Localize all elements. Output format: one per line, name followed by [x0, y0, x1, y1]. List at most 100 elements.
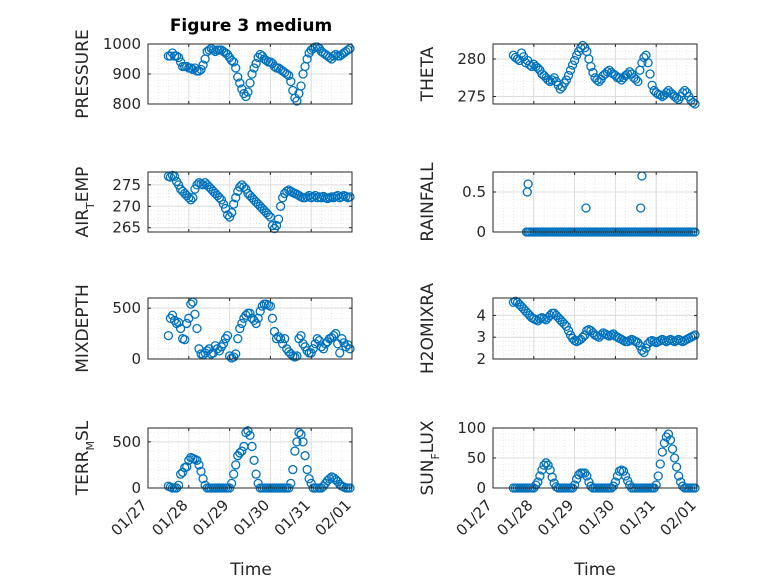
- data-point: [547, 472, 557, 482]
- data-point: [175, 469, 186, 479]
- y-tick-label: 800: [112, 95, 141, 113]
- gridlines: [147, 428, 353, 489]
- data-point: [636, 203, 646, 213]
- data-point: [300, 451, 310, 461]
- data-point: [226, 478, 237, 489]
- data-point: [190, 184, 200, 194]
- data-point: [673, 471, 684, 481]
- data-point: [255, 306, 265, 316]
- data-point: [192, 180, 202, 190]
- data-point: [245, 430, 255, 441]
- data-point: [294, 427, 304, 438]
- y-tick-label: 275: [457, 88, 486, 106]
- gridlines: [492, 172, 698, 233]
- data-point: [220, 203, 231, 214]
- data-point: [331, 328, 341, 339]
- data-point: [273, 214, 284, 224]
- data-point: [586, 61, 596, 72]
- data-point: [304, 190, 314, 201]
- data-point: [245, 308, 255, 318]
- y-tick-label: 50: [467, 449, 486, 467]
- data-point: [194, 460, 204, 470]
- data-point: [247, 441, 257, 452]
- data-point: [581, 203, 591, 213]
- data-point: [282, 69, 292, 79]
- data-point: [671, 93, 682, 103]
- data-point: [639, 347, 649, 358]
- data-point: [216, 195, 227, 205]
- data-point: [277, 193, 288, 203]
- data-point: [523, 179, 533, 189]
- axes-box: [147, 427, 353, 489]
- data-point: [671, 462, 682, 472]
- subplot-h2omixra: 2 3 4 H2OMIXRA: [418, 283, 700, 374]
- data-point: [543, 460, 553, 470]
- data-point: [345, 192, 355, 202]
- data-point: [243, 87, 253, 97]
- data-point: [641, 343, 651, 353]
- scatter-points: [163, 42, 355, 106]
- data-point: [251, 318, 261, 329]
- data-point: [180, 335, 190, 345]
- y-axis-label: MIXDEPTH: [73, 284, 93, 373]
- data-point: [561, 321, 572, 331]
- data-point: [539, 460, 549, 470]
- data-point: [235, 78, 245, 88]
- data-point: [292, 437, 302, 447]
- data-point: [237, 318, 247, 329]
- subplot-pressure: 800 900 1000 PRESSURE: [73, 29, 355, 119]
- data-point: [267, 313, 278, 323]
- data-point: [273, 331, 284, 342]
- data-point: [251, 58, 261, 69]
- data-point: [265, 212, 276, 222]
- y-tick-label: 275: [112, 176, 141, 194]
- data-point: [249, 63, 259, 73]
- data-point: [186, 299, 196, 309]
- data-point: [637, 58, 647, 68]
- y-tick-label: 0: [131, 479, 141, 497]
- y-axis-label: RAINFALL: [418, 162, 438, 242]
- data-point: [288, 464, 298, 475]
- data-point: [173, 480, 184, 490]
- data-point: [235, 323, 245, 334]
- data-point: [647, 80, 657, 90]
- data-point: [271, 220, 282, 231]
- subplot-air-temp: 265 270 275 AIRTEMP: [73, 167, 355, 237]
- data-point: [226, 208, 237, 218]
- data-point: [341, 191, 351, 202]
- data-point: [312, 334, 322, 344]
- data-point: [561, 75, 572, 85]
- data-point: [620, 471, 631, 481]
- data-point: [175, 323, 186, 334]
- data-point: [651, 480, 661, 490]
- data-point: [226, 55, 237, 66]
- y-tick-label: 0.5: [462, 183, 486, 201]
- data-point: [190, 309, 200, 319]
- y-axis-label: H2OMIXRA: [418, 283, 438, 374]
- data-point: [188, 193, 198, 203]
- data-point: [290, 446, 300, 456]
- y-axis-label: PRESSURE: [73, 29, 93, 118]
- data-point: [661, 88, 672, 98]
- subplot-rainfall: 0 0.5 RAINFALL: [418, 162, 700, 242]
- data-point: [602, 67, 612, 77]
- data-point: [243, 426, 253, 436]
- data-point: [184, 193, 194, 203]
- x-axis-label-right: Time: [573, 560, 616, 580]
- data-point: [631, 74, 641, 84]
- y-tick-label: 900: [112, 65, 141, 83]
- y-tick-label: 270: [112, 197, 141, 215]
- data-point: [231, 193, 241, 203]
- data-point: [231, 460, 241, 470]
- data-point: [655, 459, 665, 469]
- scatter-points: [508, 429, 700, 493]
- scatter-points: [508, 40, 700, 109]
- data-point: [527, 61, 537, 72]
- data-point: [218, 339, 229, 349]
- figure-title: Figure 3 medium: [170, 16, 332, 36]
- data-point: [541, 458, 551, 468]
- data-point: [198, 60, 208, 70]
- scatter-points: [163, 170, 355, 234]
- data-point: [192, 455, 202, 465]
